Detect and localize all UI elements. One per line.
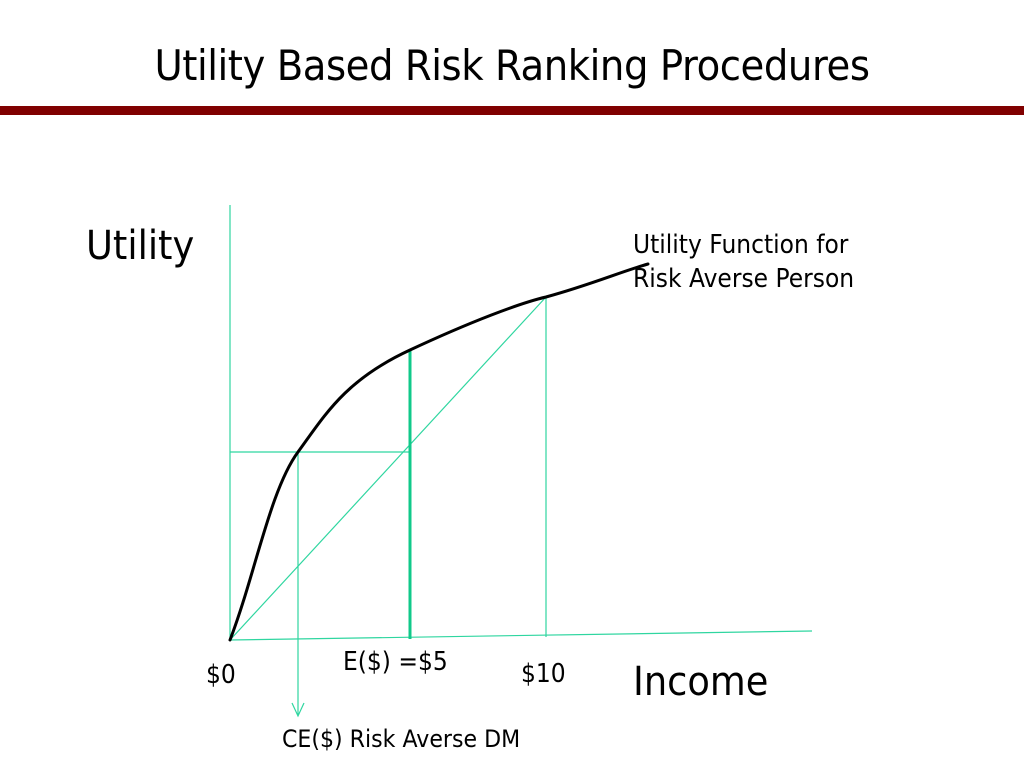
- utility-axis-label: Utility: [86, 223, 195, 269]
- utility-function-label-line2: Risk Averse Person: [633, 264, 855, 294]
- utility-curve: [228, 262, 650, 642]
- tick-label-zero: $0: [206, 660, 236, 690]
- title-divider: [0, 106, 1024, 115]
- tick-label-ten: $10: [521, 659, 566, 689]
- slide-title: Utility Based Risk Ranking Procedures: [154, 41, 870, 90]
- utility-function-label: Utility Function for Risk Averse Person: [633, 228, 854, 296]
- utility-function-label-line1: Utility Function for: [633, 230, 849, 260]
- expected-value-label: E($) =$5: [343, 647, 448, 677]
- income-axis-label: Income: [633, 659, 769, 705]
- certainty-equivalent-label: CE($) Risk Averse DM: [282, 725, 521, 753]
- certainty-equivalent-arrowhead: [291, 702, 305, 718]
- chord-line: [229, 296, 547, 641]
- income-axis: [229, 630, 813, 641]
